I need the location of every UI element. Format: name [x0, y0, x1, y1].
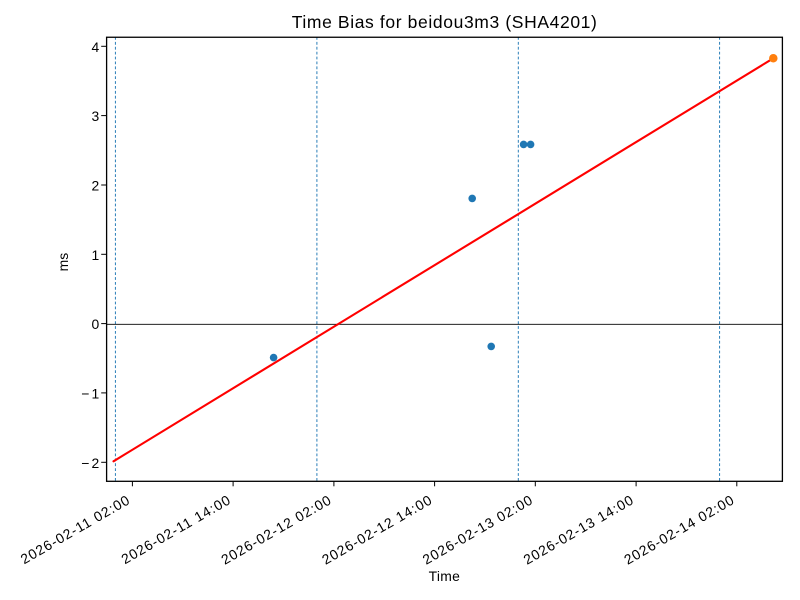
- svg-text:2: 2: [91, 178, 99, 194]
- svg-text:Time: Time: [429, 568, 461, 584]
- svg-text:−2: −2: [81, 455, 101, 471]
- svg-text:4: 4: [91, 39, 99, 55]
- svg-text:ms: ms: [55, 253, 71, 272]
- svg-text:0: 0: [91, 316, 99, 332]
- svg-text:Time Bias for beidou3m3 (SHA42: Time Bias for beidou3m3 (SHA4201): [292, 12, 598, 32]
- svg-text:−1: −1: [81, 386, 101, 402]
- svg-text:1: 1: [91, 247, 99, 263]
- svg-text:3: 3: [91, 108, 99, 124]
